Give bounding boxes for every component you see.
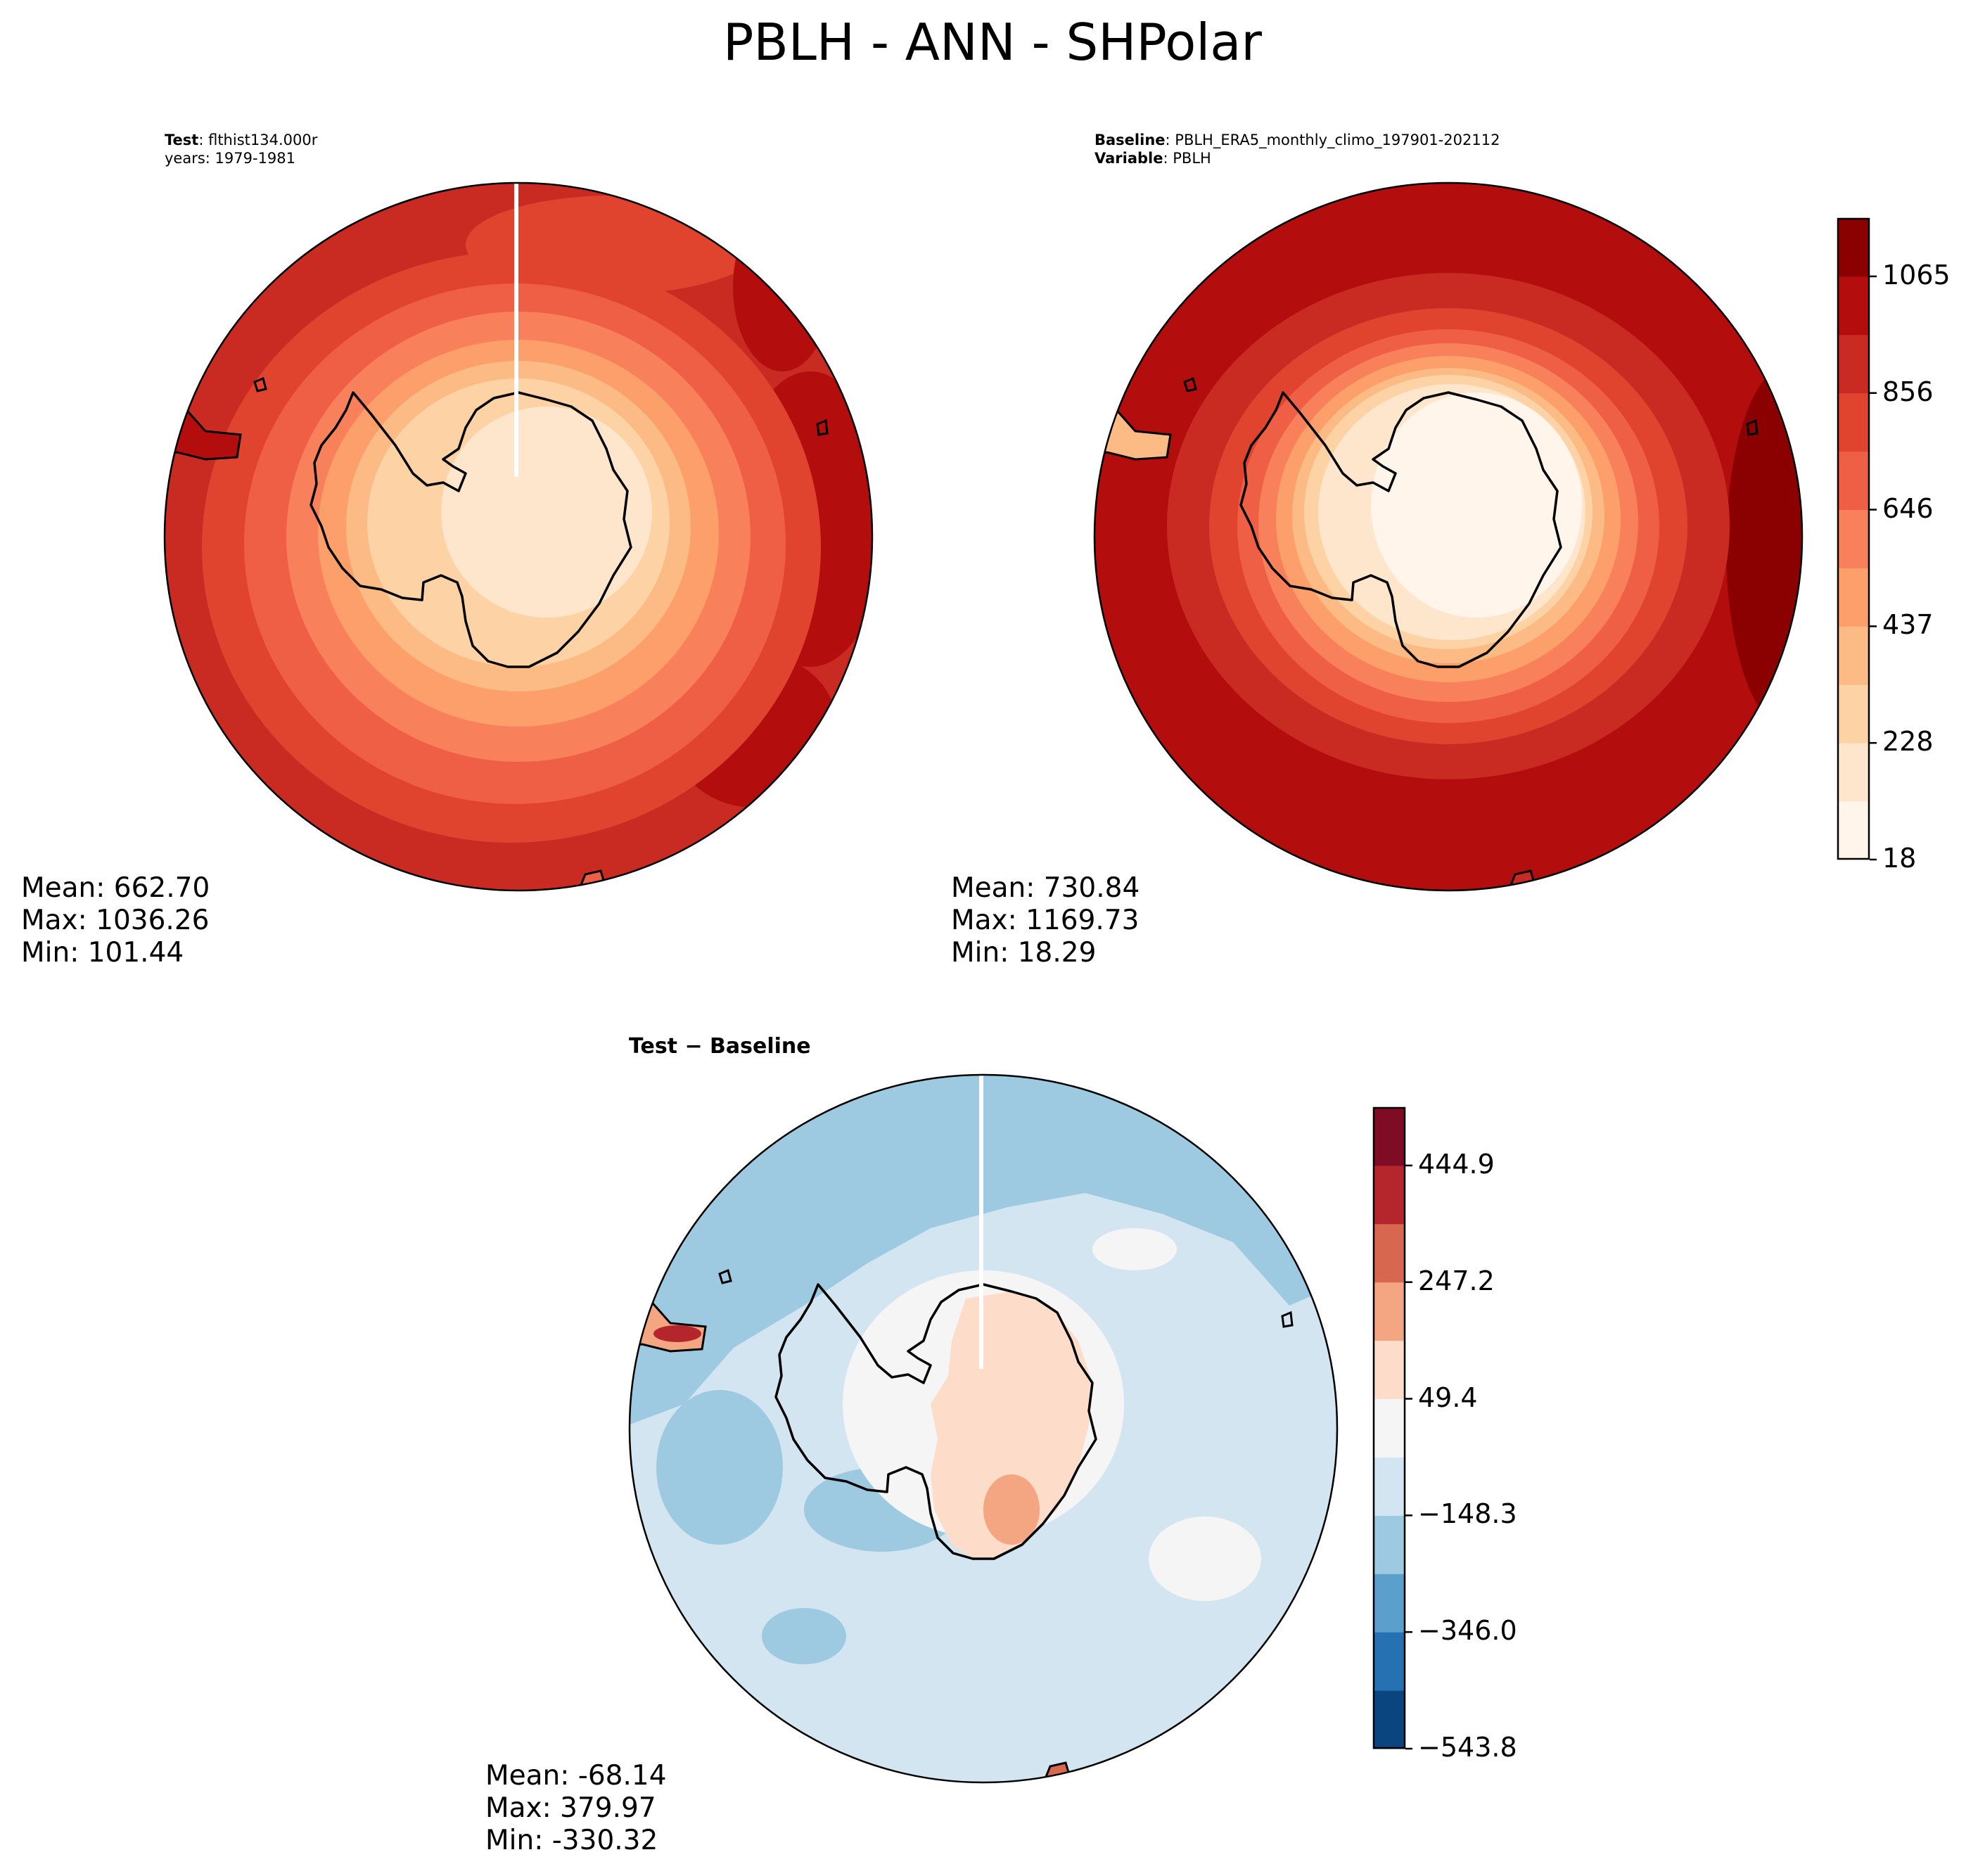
baseline-colorbar-segment [1837, 684, 1870, 744]
difference-near-zero-north [1092, 1228, 1177, 1270]
difference-island [718, 1268, 732, 1284]
baseline-colorbar-segment [1837, 801, 1870, 860]
difference-colorbar-segment [1373, 1690, 1405, 1749]
test-missing-data-seam [514, 183, 518, 477]
baseline-colorbar-segment [1837, 743, 1870, 802]
difference-colorbar-segment [1373, 1515, 1405, 1574]
test-island [253, 376, 267, 393]
difference-negative-band-north [630, 1075, 1337, 1425]
difference-positive-patch [983, 1474, 1040, 1545]
test-antarctica-coast [309, 391, 632, 668]
test-island-2 [816, 419, 829, 436]
baseline-colorbar-tick-label: 228 [1882, 726, 1934, 758]
difference-colorbar-segment [1373, 1223, 1405, 1283]
baseline-map [1093, 181, 1804, 892]
difference-stats: Mean: -68.14 Max: 379.97 Min: -330.32 [485, 1760, 667, 1857]
baseline-level-1 [1371, 393, 1582, 618]
difference-colorbar-segment [1373, 1398, 1405, 1457]
baseline-colorbar-tick-label: 1065 [1882, 259, 1951, 291]
test-map [163, 181, 874, 892]
baseline-colorbar-tick-label: 18 [1882, 843, 1917, 874]
difference-colorbar-tick-label: −543.8 [1418, 1732, 1517, 1763]
difference-colorbar-segment [1373, 1282, 1405, 1341]
difference-map-border [628, 1073, 1339, 1784]
difference-colorbar-border [1372, 1106, 1406, 1749]
difference-colorbar-segment [1373, 1632, 1405, 1691]
difference-colorbar-tick-label: 247.2 [1418, 1265, 1495, 1296]
difference-colorbar-segment [1373, 1107, 1405, 1166]
difference-near-zero-east [1149, 1517, 1261, 1601]
test-level-3 [441, 407, 652, 618]
difference-peninsula-max [653, 1325, 701, 1342]
baseline-island-2 [1746, 419, 1759, 436]
baseline-colorbar-tick-label: 856 [1882, 376, 1934, 407]
difference-map [628, 1073, 1339, 1784]
difference-colorbar-tick-label: 49.4 [1418, 1382, 1478, 1413]
baseline-colorbar-tick-label: 646 [1882, 492, 1934, 524]
baseline-colorbar-segment [1837, 451, 1870, 511]
baseline-colorbar-tick-label: 437 [1882, 609, 1934, 641]
difference-colorbar-segment [1373, 1457, 1405, 1516]
difference-colorbar-tick-label: 444.9 [1418, 1148, 1495, 1180]
difference-missing-data-seam [979, 1075, 983, 1369]
baseline-colorbar [1837, 217, 1877, 861]
baseline-max: Max: 1169.73 [951, 905, 1140, 936]
difference-colorbar-segment [1373, 1574, 1405, 1633]
baseline-map-border [1093, 181, 1804, 892]
baseline-island [1183, 376, 1197, 393]
baseline-mean: Mean: 730.84 [951, 872, 1140, 904]
test-min: Min: 101.44 [21, 937, 184, 969]
difference-positive-continent [931, 1291, 1092, 1559]
difference-mean: Mean: -68.14 [485, 1760, 667, 1792]
difference-max: Max: 379.97 [485, 1792, 656, 1824]
baseline-min: Min: 18.29 [951, 937, 1097, 969]
difference-min: Min: -330.32 [485, 1825, 658, 1856]
baseline-antarctica-coast [1239, 391, 1562, 668]
difference-negative-patch-south [762, 1608, 846, 1664]
difference-title: Test − Baseline [629, 1034, 811, 1059]
difference-colorbar [1372, 1106, 1412, 1750]
difference-colorbar-tick-label: −148.3 [1418, 1498, 1517, 1530]
test-mean: Mean: 662.70 [21, 872, 210, 904]
difference-negative-patch-west [656, 1390, 783, 1545]
difference-colorbar-tick-label: −346.0 [1418, 1615, 1517, 1647]
difference-island-2 [1281, 1310, 1294, 1328]
baseline-colorbar-segment [1837, 393, 1870, 452]
test-max: Max: 1036.26 [21, 905, 210, 936]
test-stats: Mean: 662.70 Max: 1036.26 Min: 101.44 [21, 872, 210, 969]
baseline-stats: Mean: 730.84 Max: 1169.73 Min: 18.29 [951, 872, 1140, 969]
baseline-colorbar-segment [1837, 568, 1870, 627]
baseline-colorbar-border [1837, 217, 1870, 860]
difference-colorbar-segment [1373, 1340, 1405, 1400]
difference-colorbar-segment [1373, 1165, 1405, 1225]
baseline-colorbar-segment [1837, 334, 1870, 394]
baseline-annotation: Baseline: PBLH_ERA5_monthly_climo_197901… [1094, 132, 1500, 167]
baseline-colorbar-segment [1837, 276, 1870, 336]
test-map-border [163, 181, 874, 892]
difference-antarctica-coast [774, 1283, 1097, 1560]
figure-title: PBLH - ANN - SHPolar [722, 13, 1263, 72]
baseline-patch-east [1726, 364, 1802, 730]
test-annotation: Test: flthist134.000r years: 1979-1981 [165, 132, 318, 167]
baseline-colorbar-segment [1837, 626, 1870, 685]
baseline-colorbar-segment [1837, 509, 1870, 568]
baseline-colorbar-segment [1837, 218, 1870, 277]
